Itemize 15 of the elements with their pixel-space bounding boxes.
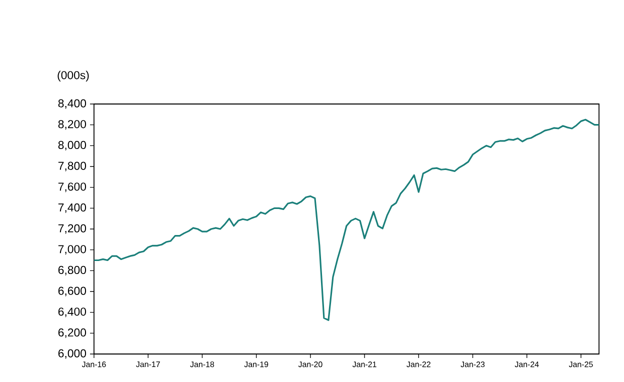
line-series: [93, 118, 600, 321]
y-tick-label: 8,000: [58, 140, 86, 150]
y-tick-label: 7,800: [58, 162, 86, 172]
y-tick-label: 8,400: [58, 99, 86, 109]
y-axis-title: (000s): [58, 70, 89, 82]
y-tick-label: 7,000: [58, 245, 86, 255]
y-tick-label: 6,000: [58, 349, 86, 359]
y-tick-label: 6,800: [58, 266, 86, 276]
y-tick-label: 8,200: [58, 120, 86, 130]
y-tick-label: 6,600: [58, 286, 86, 296]
y-tick-label: 6,200: [58, 328, 86, 338]
y-tick-label: 7,400: [58, 203, 86, 213]
y-tick-label: 6,400: [58, 308, 86, 318]
y-tick-label: 7,600: [58, 182, 86, 192]
y-tick-label: 7,200: [58, 224, 86, 234]
